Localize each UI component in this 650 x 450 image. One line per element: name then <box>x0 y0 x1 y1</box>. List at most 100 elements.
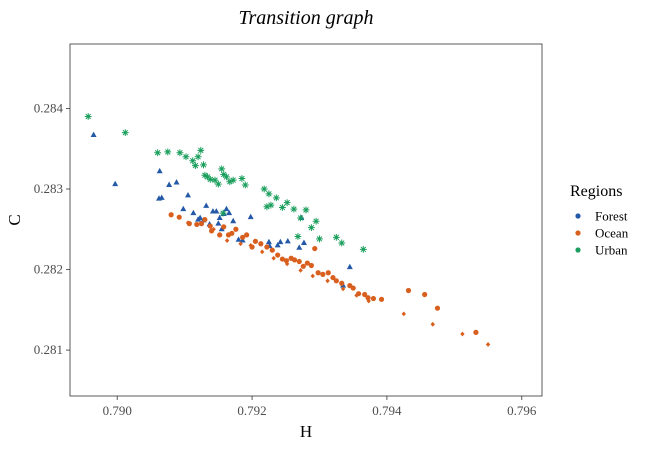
ocean-point <box>229 230 235 236</box>
ocean-point <box>264 244 270 250</box>
forest-point <box>90 131 97 138</box>
urban-point <box>197 146 205 154</box>
forest-point <box>173 179 180 185</box>
ocean-point <box>340 286 346 292</box>
forest-point <box>216 214 223 220</box>
ocean-point <box>202 216 208 223</box>
urban-point <box>182 153 190 161</box>
urban-point <box>241 181 249 189</box>
ocean-point <box>378 296 385 302</box>
urban-point <box>294 233 302 240</box>
ocean-point <box>244 232 250 238</box>
data-points <box>84 113 491 347</box>
legend-key-urban <box>575 247 581 253</box>
ocean-point <box>312 245 318 252</box>
ocean-point <box>291 257 298 263</box>
ocean-point <box>366 298 371 304</box>
forest-point <box>223 205 230 212</box>
forest-point <box>296 244 303 250</box>
forest-point <box>215 220 222 226</box>
ocean-point <box>176 214 182 220</box>
forest-point <box>300 239 307 245</box>
ocean-point <box>269 247 275 253</box>
y-axis: 0.281 0.282 0.283 0.284 <box>34 100 70 357</box>
x-axis-title: H <box>300 422 312 441</box>
urban-point <box>263 203 271 211</box>
ocean-point <box>325 278 330 284</box>
ocean-point <box>224 238 230 243</box>
ocean-point <box>221 224 227 230</box>
urban-point <box>176 149 184 157</box>
urban-point <box>189 157 197 165</box>
x-tick-label: 0.796 <box>507 403 537 418</box>
legend-key-ocean <box>575 230 581 236</box>
urban-point <box>290 205 298 213</box>
x-tick-label: 0.792 <box>237 403 266 418</box>
urban-point <box>121 129 129 137</box>
ocean-point <box>320 271 326 277</box>
urban-point <box>316 235 323 243</box>
ocean-point <box>330 274 336 281</box>
ocean-point <box>248 242 253 248</box>
urban-point <box>192 162 199 170</box>
ocean-point <box>354 292 359 298</box>
urban-point <box>226 178 234 186</box>
ocean-point <box>460 331 465 337</box>
ocean-point <box>300 263 306 269</box>
y-tick-label: 0.284 <box>34 100 64 115</box>
ocean-point <box>339 280 345 286</box>
forest-point <box>247 213 254 220</box>
urban-point <box>154 149 162 157</box>
forest-point <box>197 214 204 220</box>
forest-point <box>112 180 119 187</box>
forest-point <box>218 225 225 232</box>
ocean-point <box>430 321 435 327</box>
ocean-point <box>333 278 339 284</box>
forest-point <box>180 205 187 212</box>
y-tick-label: 0.281 <box>34 342 63 357</box>
urban-point <box>283 199 291 207</box>
urban-point <box>359 246 367 253</box>
y-axis-title: C <box>5 214 24 225</box>
ocean-point <box>259 249 265 255</box>
ocean-point <box>168 212 174 218</box>
legend-label-forest: Forest <box>595 209 628 224</box>
urban-point <box>302 206 310 214</box>
ocean-point <box>350 285 356 291</box>
x-tick-label: 0.790 <box>103 403 132 418</box>
urban-point <box>238 175 246 182</box>
ocean-point <box>422 291 428 298</box>
x-axis: 0.790 0.792 0.794 0.796 <box>103 396 537 418</box>
legend-key-forest <box>575 213 581 219</box>
urban-point <box>204 173 211 181</box>
forest-point <box>230 217 237 224</box>
urban-point <box>84 113 92 120</box>
ocean-point <box>240 234 246 240</box>
ocean-point <box>362 291 368 298</box>
ocean-point <box>405 287 412 294</box>
ocean-point <box>434 305 441 311</box>
urban-point <box>307 224 315 232</box>
ocean-point <box>325 270 331 276</box>
urban-point <box>272 194 280 202</box>
ocean-point <box>185 220 191 226</box>
legend-label-ocean: Ocean <box>595 226 629 241</box>
urban-point <box>332 233 340 241</box>
ocean-point <box>194 221 200 228</box>
forest-point <box>284 237 291 244</box>
urban-point <box>211 176 219 184</box>
urban-point <box>267 201 275 209</box>
ocean-point <box>233 226 239 232</box>
forest-point <box>346 263 353 270</box>
forest-point <box>235 236 242 242</box>
urban-point <box>194 153 202 161</box>
ocean-point <box>275 252 281 258</box>
forest-point <box>203 202 210 208</box>
forest-point <box>213 208 220 214</box>
urban-point <box>338 239 346 247</box>
urban-point <box>312 217 320 225</box>
ocean-point <box>401 311 406 317</box>
x-tick-label: 0.794 <box>372 403 402 418</box>
ocean-point <box>296 258 302 265</box>
